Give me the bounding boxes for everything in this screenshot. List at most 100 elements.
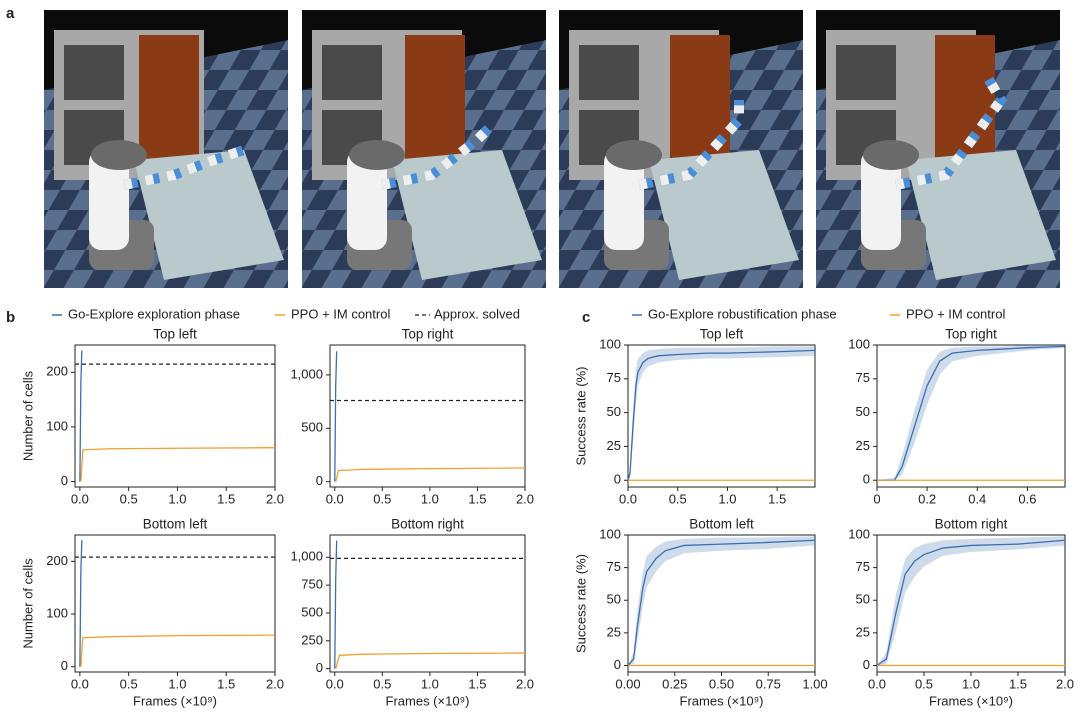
y-tick-label: 100	[599, 526, 621, 541]
x-tick-label: 1.0	[421, 491, 439, 506]
y-tick-label: 50	[856, 592, 870, 607]
y-tick-label: 25	[856, 624, 870, 639]
chart-title: Bottom right	[391, 517, 464, 532]
table	[392, 150, 542, 280]
y-tick-label: 0	[863, 472, 870, 487]
x-tick-label: 0.5	[120, 491, 138, 506]
y-axis-label: Number of cells	[20, 558, 35, 649]
scene	[44, 10, 288, 288]
series-line	[335, 467, 526, 482]
table	[649, 150, 799, 280]
y-tick-label: 75	[856, 559, 870, 574]
plot-frame	[876, 534, 1066, 673]
robot-scenes	[44, 10, 1060, 288]
robot-body	[604, 150, 644, 250]
y-tick-label: 1,000	[290, 549, 323, 564]
x-tick-label: 0.5	[373, 491, 391, 506]
y-tick-label: 100	[848, 526, 870, 541]
y-tick-label: 0	[316, 660, 323, 675]
shelf-hole	[322, 45, 382, 100]
robot-arm	[895, 72, 1007, 190]
plot-frame	[329, 534, 526, 673]
scene	[816, 10, 1060, 288]
series-line	[334, 351, 338, 482]
x-tick-label: 1.0	[962, 676, 980, 691]
y-tick-label: 1,000	[290, 366, 323, 381]
x-tick-label: 1.00	[802, 676, 827, 691]
x-tick-label: 0.0	[71, 676, 89, 691]
series-line	[79, 540, 83, 667]
series-line	[627, 539, 816, 666]
x-tick-label: 1.5	[217, 491, 235, 506]
robot-arm	[638, 100, 744, 190]
robot-head	[606, 140, 662, 170]
legend-label: Go-Explore robustification phase	[648, 306, 837, 321]
x-tick-label: 1.0	[718, 491, 736, 506]
y-tick-label: 500	[301, 420, 323, 435]
robot-arm	[123, 145, 246, 190]
x-tick-label: 2.0	[1056, 676, 1074, 691]
plot-frame	[329, 344, 526, 488]
shelf-hole	[64, 45, 124, 100]
robot-head	[863, 140, 919, 170]
y-tick-label: 25	[607, 624, 621, 639]
legend-label: Approx. solved	[434, 306, 520, 321]
plot-frame	[876, 344, 1066, 488]
x-tick-label: 1.5	[468, 491, 486, 506]
series-line	[876, 539, 1066, 667]
y-tick-label: 0	[614, 657, 621, 672]
x-tick-label: 0.2	[918, 491, 936, 506]
scene	[559, 10, 803, 288]
y-axis-label: Success rate (%)	[573, 554, 588, 653]
chart-title: Bottom right	[935, 517, 1008, 532]
x-tick-label: 1.5	[468, 676, 486, 691]
x-axis-label: Frames (×10⁹)	[929, 693, 1013, 708]
confidence-band	[877, 536, 1065, 666]
series-line	[80, 447, 276, 482]
legend-label: PPO + IM control	[291, 306, 390, 321]
y-tick-label: 200	[46, 553, 68, 568]
y-tick-label: 25	[607, 438, 621, 453]
x-tick-label: 0.4	[968, 491, 986, 506]
x-tick-label: 0.0	[868, 676, 886, 691]
y-tick-label: 200	[46, 364, 68, 379]
x-tick-label: 1.0	[421, 676, 439, 691]
confidence-band	[628, 536, 815, 666]
shelf-hole	[836, 45, 896, 100]
y-tick-label: 75	[856, 370, 870, 385]
chart-title: Top left	[153, 327, 197, 342]
series-line	[334, 540, 338, 669]
x-tick-label: 0	[873, 491, 880, 506]
robot-body	[347, 150, 387, 250]
x-tick-label: 0.5	[669, 491, 687, 506]
x-tick-label: 0.5	[915, 676, 933, 691]
chart-title: Bottom left	[143, 517, 208, 532]
series-line	[79, 350, 83, 482]
table	[134, 150, 284, 280]
x-tick-label: 0.0	[71, 491, 89, 506]
panel-label: c	[582, 309, 590, 326]
series-line	[627, 349, 816, 481]
robot-body	[89, 150, 129, 250]
y-tick-label: 0	[61, 658, 68, 673]
chart-title: Top right	[402, 327, 454, 342]
y-tick-label: 25	[856, 438, 870, 453]
confidence-band	[628, 346, 815, 481]
series-line	[877, 345, 1066, 481]
y-tick-label: 500	[301, 604, 323, 619]
door	[670, 35, 730, 175]
x-axis-label: Frames (×10⁹)	[386, 693, 470, 708]
x-tick-label: 1.0	[168, 491, 186, 506]
y-tick-label: 100	[599, 336, 621, 351]
door	[139, 35, 199, 175]
y-tick-label: 50	[856, 404, 870, 419]
x-tick-label: 0.0	[619, 491, 637, 506]
y-tick-label: 75	[607, 370, 621, 385]
plot-frame	[627, 344, 816, 488]
y-tick-label: 100	[46, 605, 68, 620]
x-tick-label: 2.0	[516, 676, 534, 691]
x-tick-label: 1.5	[1009, 676, 1027, 691]
x-tick-label: 0.5	[120, 676, 138, 691]
x-tick-label: 1.5	[768, 491, 786, 506]
x-axis-label: Frames (×10⁹)	[133, 693, 217, 708]
